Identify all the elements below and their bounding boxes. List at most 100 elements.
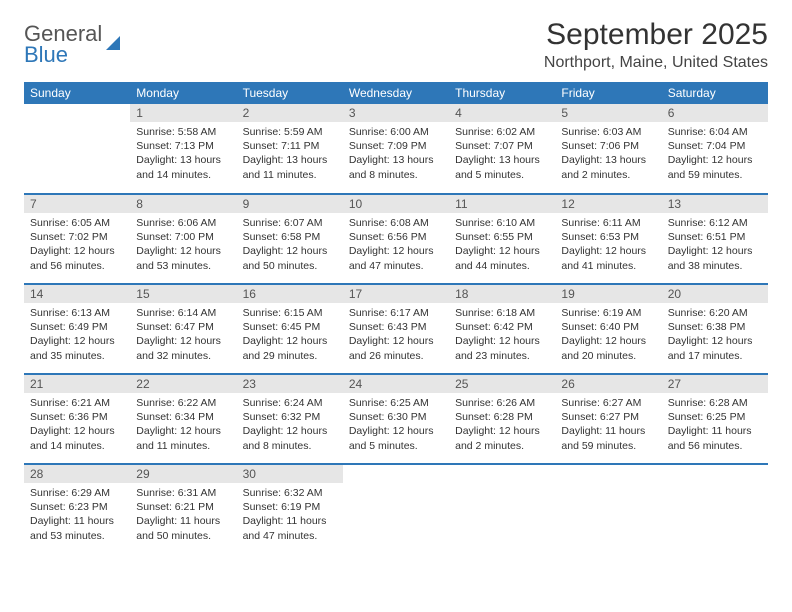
sunrise-line: Sunrise: 5:58 AM — [136, 125, 230, 139]
calendar-cell: 13Sunrise: 6:12 AMSunset: 6:51 PMDayligh… — [662, 194, 768, 284]
day-number: 11 — [449, 195, 555, 213]
daylight-line: Daylight: 12 hours and 17 minutes. — [668, 334, 762, 362]
calendar-cell: 27Sunrise: 6:28 AMSunset: 6:25 PMDayligh… — [662, 374, 768, 464]
calendar-cell: 24Sunrise: 6:25 AMSunset: 6:30 PMDayligh… — [343, 374, 449, 464]
sunrise-line: Sunrise: 6:00 AM — [349, 125, 443, 139]
day-body: Sunrise: 6:29 AMSunset: 6:23 PMDaylight:… — [24, 483, 130, 549]
day-number: 17 — [343, 285, 449, 303]
day-number: 18 — [449, 285, 555, 303]
day-body: Sunrise: 6:00 AMSunset: 7:09 PMDaylight:… — [343, 122, 449, 188]
daylight-line: Daylight: 13 hours and 14 minutes. — [136, 153, 230, 181]
calendar-cell: 2Sunrise: 5:59 AMSunset: 7:11 PMDaylight… — [237, 104, 343, 194]
calendar-cell: 14Sunrise: 6:13 AMSunset: 6:49 PMDayligh… — [24, 284, 130, 374]
day-body: Sunrise: 6:25 AMSunset: 6:30 PMDaylight:… — [343, 393, 449, 459]
daylight-line: Daylight: 13 hours and 8 minutes. — [349, 153, 443, 181]
sunrise-line: Sunrise: 6:22 AM — [136, 396, 230, 410]
day-body: Sunrise: 6:15 AMSunset: 6:45 PMDaylight:… — [237, 303, 343, 369]
sunrise-line: Sunrise: 6:28 AM — [668, 396, 762, 410]
day-number: 19 — [555, 285, 661, 303]
sunset-line: Sunset: 6:27 PM — [561, 410, 655, 424]
day-number: 3 — [343, 104, 449, 122]
day-body: Sunrise: 6:20 AMSunset: 6:38 PMDaylight:… — [662, 303, 768, 369]
day-body: Sunrise: 6:10 AMSunset: 6:55 PMDaylight:… — [449, 213, 555, 279]
sunrise-line: Sunrise: 6:25 AM — [349, 396, 443, 410]
daylight-line: Daylight: 12 hours and 50 minutes. — [243, 244, 337, 272]
sunrise-line: Sunrise: 6:07 AM — [243, 216, 337, 230]
sunrise-line: Sunrise: 6:15 AM — [243, 306, 337, 320]
calendar-cell: 21Sunrise: 6:21 AMSunset: 6:36 PMDayligh… — [24, 374, 130, 464]
day-body: Sunrise: 6:14 AMSunset: 6:47 PMDaylight:… — [130, 303, 236, 369]
weekday-header: Thursday — [449, 82, 555, 104]
daylight-line: Daylight: 12 hours and 14 minutes. — [30, 424, 124, 452]
day-body: Sunrise: 6:27 AMSunset: 6:27 PMDaylight:… — [555, 393, 661, 459]
daylight-line: Daylight: 12 hours and 38 minutes. — [668, 244, 762, 272]
location: Northport, Maine, United States — [544, 54, 768, 72]
daylight-line: Daylight: 12 hours and 8 minutes. — [243, 424, 337, 452]
sunrise-line: Sunrise: 6:26 AM — [455, 396, 549, 410]
daylight-line: Daylight: 12 hours and 47 minutes. — [349, 244, 443, 272]
sunset-line: Sunset: 6:23 PM — [30, 500, 124, 514]
day-number: 15 — [130, 285, 236, 303]
sunrise-line: Sunrise: 6:24 AM — [243, 396, 337, 410]
day-number: 4 — [449, 104, 555, 122]
calendar-cell: 15Sunrise: 6:14 AMSunset: 6:47 PMDayligh… — [130, 284, 236, 374]
day-body: Sunrise: 6:31 AMSunset: 6:21 PMDaylight:… — [130, 483, 236, 549]
calendar-cell: 11Sunrise: 6:10 AMSunset: 6:55 PMDayligh… — [449, 194, 555, 284]
day-body: Sunrise: 6:26 AMSunset: 6:28 PMDaylight:… — [449, 393, 555, 459]
sunrise-line: Sunrise: 6:10 AM — [455, 216, 549, 230]
calendar-cell: 22Sunrise: 6:22 AMSunset: 6:34 PMDayligh… — [130, 374, 236, 464]
calendar-cell: 20Sunrise: 6:20 AMSunset: 6:38 PMDayligh… — [662, 284, 768, 374]
sunset-line: Sunset: 7:07 PM — [455, 139, 549, 153]
calendar-cell: 30Sunrise: 6:32 AMSunset: 6:19 PMDayligh… — [237, 464, 343, 554]
day-body: Sunrise: 6:24 AMSunset: 6:32 PMDaylight:… — [237, 393, 343, 459]
sunset-line: Sunset: 7:00 PM — [136, 230, 230, 244]
sunset-line: Sunset: 6:43 PM — [349, 320, 443, 334]
sunrise-line: Sunrise: 6:20 AM — [668, 306, 762, 320]
day-number: 1 — [130, 104, 236, 122]
day-body: Sunrise: 5:59 AMSunset: 7:11 PMDaylight:… — [237, 122, 343, 188]
calendar-cell: 12Sunrise: 6:11 AMSunset: 6:53 PMDayligh… — [555, 194, 661, 284]
day-number: 12 — [555, 195, 661, 213]
calendar-table: SundayMondayTuesdayWednesdayThursdayFrid… — [24, 82, 768, 554]
sunset-line: Sunset: 6:58 PM — [243, 230, 337, 244]
sunset-line: Sunset: 6:28 PM — [455, 410, 549, 424]
day-body: Sunrise: 5:58 AMSunset: 7:13 PMDaylight:… — [130, 122, 236, 188]
sunrise-line: Sunrise: 6:18 AM — [455, 306, 549, 320]
daylight-line: Daylight: 11 hours and 47 minutes. — [243, 514, 337, 542]
day-body: Sunrise: 6:08 AMSunset: 6:56 PMDaylight:… — [343, 213, 449, 279]
sunset-line: Sunset: 6:34 PM — [136, 410, 230, 424]
daylight-line: Daylight: 13 hours and 5 minutes. — [455, 153, 549, 181]
sunset-line: Sunset: 6:19 PM — [243, 500, 337, 514]
sunrise-line: Sunrise: 6:27 AM — [561, 396, 655, 410]
sunset-line: Sunset: 6:47 PM — [136, 320, 230, 334]
day-body: Sunrise: 6:04 AMSunset: 7:04 PMDaylight:… — [662, 122, 768, 188]
calendar-cell — [24, 104, 130, 194]
sunrise-line: Sunrise: 6:21 AM — [30, 396, 124, 410]
calendar-cell: 9 Sunrise: 6:07 AMSunset: 6:58 PMDaylight… — [237, 194, 343, 284]
calendar-cell: 8Sunrise: 6:06 AMSunset: 7:00 PMDaylight… — [130, 194, 236, 284]
day-number: 21 — [24, 375, 130, 393]
brand-logo: General Blue — [24, 18, 120, 66]
sunset-line: Sunset: 6:21 PM — [136, 500, 230, 514]
sunrise-line: Sunrise: 6:05 AM — [30, 216, 124, 230]
daylight-line: Daylight: 11 hours and 50 minutes. — [136, 514, 230, 542]
calendar-row: 28Sunrise: 6:29 AMSunset: 6:23 PMDayligh… — [24, 464, 768, 554]
day-number: 25 — [449, 375, 555, 393]
day-number: 9 — [237, 195, 343, 213]
calendar-cell: 3Sunrise: 6:00 AMSunset: 7:09 PMDaylight… — [343, 104, 449, 194]
weekday-header: Friday — [555, 82, 661, 104]
weekday-header: Saturday — [662, 82, 768, 104]
daylight-line: Daylight: 12 hours and 35 minutes. — [30, 334, 124, 362]
day-number: 28 — [24, 465, 130, 483]
daylight-line: Daylight: 12 hours and 32 minutes. — [136, 334, 230, 362]
day-number: 23 — [237, 375, 343, 393]
day-body: Sunrise: 6:28 AMSunset: 6:25 PMDaylight:… — [662, 393, 768, 459]
daylight-line: Daylight: 12 hours and 20 minutes. — [561, 334, 655, 362]
sunrise-line: Sunrise: 6:17 AM — [349, 306, 443, 320]
sunset-line: Sunset: 7:11 PM — [243, 139, 337, 153]
daylight-line: Daylight: 12 hours and 5 minutes. — [349, 424, 443, 452]
day-number: 8 — [130, 195, 236, 213]
daylight-line: Daylight: 11 hours and 53 minutes. — [30, 514, 124, 542]
sunrise-line: Sunrise: 6:02 AM — [455, 125, 549, 139]
daylight-line: Daylight: 13 hours and 2 minutes. — [561, 153, 655, 181]
